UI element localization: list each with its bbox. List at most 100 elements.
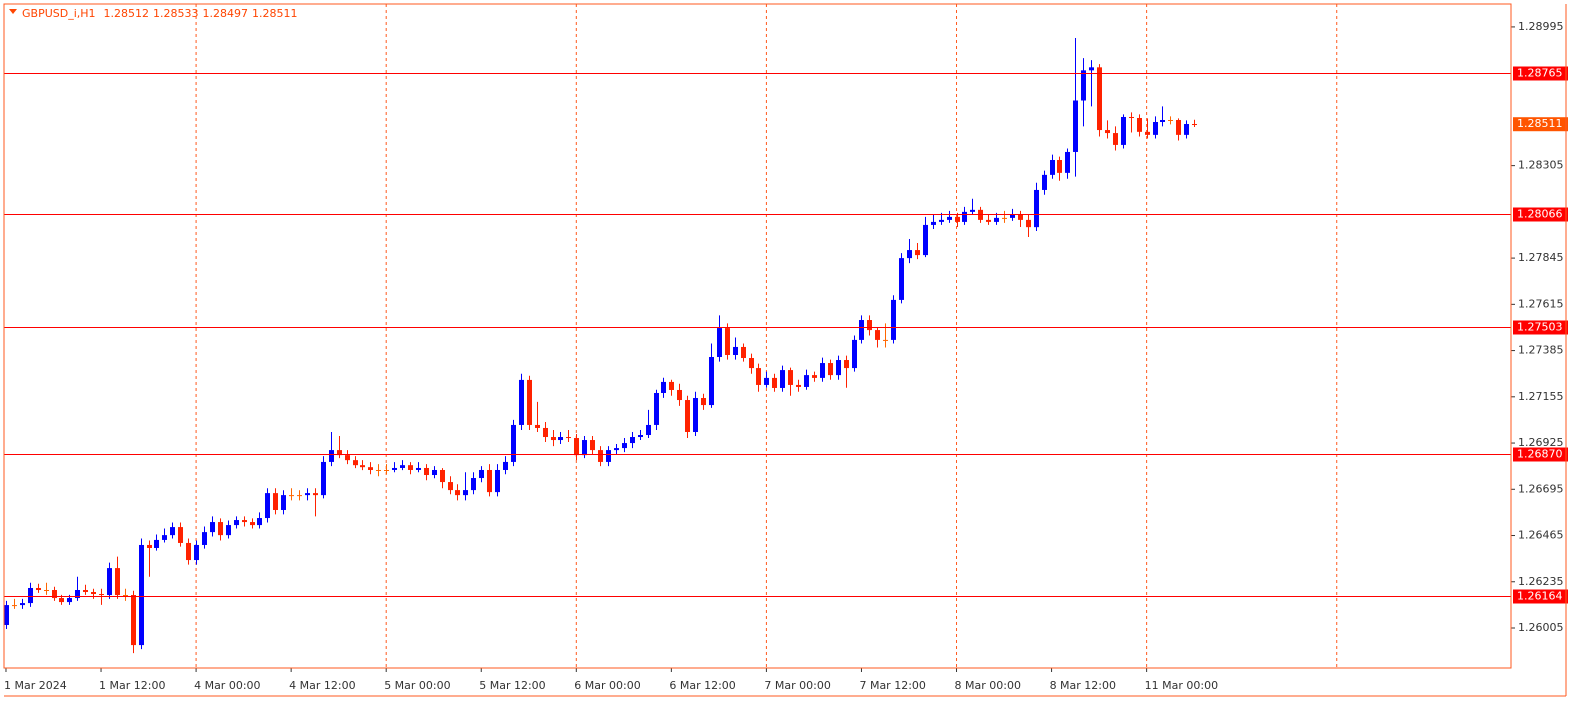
- x-tick-label: 11 Mar 00:00: [1145, 679, 1218, 692]
- candle-body: [1153, 122, 1158, 135]
- candle-body: [812, 375, 817, 378]
- candle-body: [44, 590, 49, 592]
- candle-body: [139, 544, 144, 646]
- candle-body: [400, 465, 405, 468]
- candle-body: [448, 482, 453, 491]
- candle-body: [764, 377, 769, 385]
- candle-body: [1050, 159, 1055, 175]
- candle-body: [131, 595, 136, 646]
- candle-body: [281, 495, 286, 510]
- candle-body: [1145, 131, 1150, 135]
- candle-body: [931, 221, 936, 225]
- x-tick-label: 8 Mar 12:00: [1050, 679, 1116, 692]
- candle-body: [1097, 67, 1102, 131]
- candle-body: [875, 330, 880, 340]
- candle-body: [519, 379, 524, 425]
- candle-body: [986, 219, 991, 222]
- candle-body: [614, 448, 619, 451]
- candle-body: [891, 299, 896, 340]
- candle-body: [59, 598, 64, 603]
- candle-body: [115, 568, 120, 596]
- y-tick-label: 1.26925: [1518, 436, 1564, 449]
- candle-body: [828, 363, 833, 376]
- candle-body: [1192, 124, 1197, 126]
- level-label: 1.27503: [1517, 321, 1563, 334]
- candle-body: [693, 398, 698, 432]
- candle-body: [408, 465, 413, 470]
- candle-body: [788, 370, 793, 385]
- candle-body: [1042, 174, 1047, 190]
- candle-body: [36, 587, 41, 591]
- y-tick-label: 1.27155: [1518, 390, 1564, 403]
- candle-body: [52, 590, 57, 599]
- low: 1.28497: [203, 7, 249, 20]
- symbol: GBPUSD_i,H1: [22, 7, 96, 20]
- candle-body: [701, 398, 706, 406]
- candle-body: [91, 592, 96, 595]
- candle-body: [265, 493, 270, 519]
- candle-body: [717, 328, 722, 358]
- candle-body: [123, 595, 128, 597]
- candle-body: [495, 469, 500, 493]
- candle-body: [527, 379, 532, 425]
- open: 1.28512: [104, 7, 150, 20]
- candle-body: [939, 219, 944, 222]
- candle-body: [606, 450, 611, 462]
- candle-body: [741, 346, 746, 359]
- candle-body: [305, 493, 310, 496]
- candle-body: [313, 493, 318, 496]
- level-label-bg: [1513, 589, 1568, 604]
- x-tick-label: 6 Mar 12:00: [669, 679, 735, 692]
- candle-body: [218, 522, 223, 536]
- x-tick-label: 1 Mar 12:00: [99, 679, 165, 692]
- y-tick-label: 1.28995: [1518, 20, 1564, 33]
- menu-arrow[interactable]: [9, 9, 17, 14]
- candle-body: [463, 490, 468, 496]
- candle-body: [1065, 151, 1070, 173]
- candle-body: [210, 522, 215, 533]
- candle-body: [471, 478, 476, 491]
- candle-body: [598, 450, 603, 462]
- candle-body: [511, 424, 516, 462]
- candle-body: [1034, 189, 1039, 228]
- candle-body: [83, 590, 88, 593]
- x-tick-label: 8 Mar 00:00: [955, 679, 1021, 692]
- candle-body: [733, 346, 738, 355]
- y-tick-label: 1.26005: [1518, 621, 1564, 634]
- header: GBPUSD_i,H1 1.28512 1.28533 1.28497 1.28511: [22, 7, 298, 20]
- candle-body: [297, 495, 302, 497]
- candle-body: [638, 435, 643, 438]
- level-label-bg: [1513, 66, 1568, 81]
- candle-body: [226, 525, 231, 536]
- x-tick-label: 4 Mar 12:00: [289, 679, 355, 692]
- candle-body: [384, 469, 389, 471]
- candle-body: [416, 467, 421, 470]
- candle-body: [749, 358, 754, 369]
- y-tick-label: 1.28305: [1518, 159, 1564, 172]
- candle-body: [1002, 217, 1007, 219]
- candle-body: [186, 542, 191, 561]
- candle-body: [250, 522, 255, 526]
- candle-body: [67, 598, 72, 603]
- candle-body: [756, 368, 761, 385]
- y-tick-label: 1.26695: [1518, 482, 1564, 495]
- x-tick-label: 5 Mar 12:00: [479, 679, 545, 692]
- candle-body: [503, 461, 508, 470]
- candle-body: [1176, 119, 1181, 135]
- candle-body: [234, 520, 239, 526]
- price-label-bg: [1513, 117, 1568, 132]
- candle-body: [725, 328, 730, 355]
- candle-body: [1129, 116, 1134, 118]
- close: 1.28511: [252, 7, 298, 20]
- candle-body: [955, 216, 960, 222]
- candle-body: [479, 469, 484, 479]
- candle-body: [170, 527, 175, 536]
- x-tick-label: 7 Mar 12:00: [859, 679, 925, 692]
- candle-body: [321, 461, 326, 496]
- candle-body: [368, 467, 373, 470]
- candle-body: [1018, 214, 1023, 220]
- candle-body: [907, 250, 912, 259]
- candle-body: [654, 392, 659, 425]
